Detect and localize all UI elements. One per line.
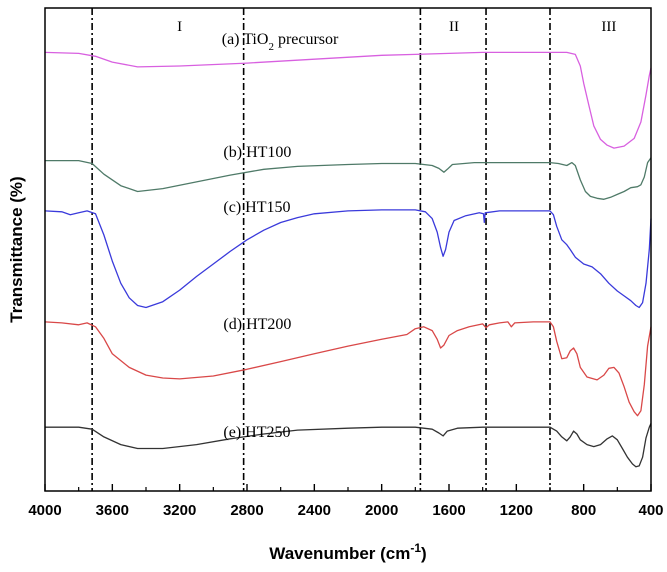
plot-frame [44, 7, 652, 492]
region-label: I [177, 19, 182, 35]
x-axis-ticks: 4000 3600 3200 2800 2400 2000 1600 1200 800 400 [28, 484, 664, 519]
series-lines [44, 51, 652, 468]
x-tick-label: 1600 [432, 502, 465, 519]
series-label-3: (c) HT150 [223, 199, 290, 216]
x-tick-label: 4000 [28, 502, 61, 519]
annotations: I II III(a) TiO2 precursor(b) HT100(c) HT1… [177, 19, 616, 441]
x-axis-title-main: Wavenumber (cm [269, 544, 410, 563]
series-line-4 [44, 321, 652, 417]
series-line-1 [44, 51, 652, 149]
series-label-4: (d) HT200 [223, 316, 291, 333]
series-label-2: (b) HT100 [223, 144, 291, 161]
x-tick-label: 2400 [298, 502, 331, 519]
series-line-5 [45, 423, 652, 468]
region-label: II [449, 19, 459, 35]
x-tick-label: 400 [638, 502, 663, 519]
reference-lines [91, 8, 551, 491]
x-axis-title-sup: -1 [410, 541, 421, 555]
x-tick-label: 3200 [163, 502, 196, 519]
series-line-3 [44, 209, 652, 309]
region-label: III [601, 19, 616, 35]
x-axis-title-end: ) [421, 544, 427, 563]
x-tick-label: 800 [571, 502, 596, 519]
series-label-1: (a) TiO2 precursor [222, 31, 339, 53]
series-line-2 [45, 157, 652, 200]
x-tick-label: 2800 [230, 502, 263, 519]
series-label-5: (e) HT250 [223, 424, 290, 441]
x-tick-label: 3600 [96, 502, 129, 519]
x-axis-title: Wavenumber (cm-1) [269, 541, 426, 563]
x-tick-label: 1200 [500, 502, 533, 519]
y-axis-title: Transmittance (%) [7, 176, 26, 322]
x-tick-label: 2000 [365, 502, 398, 519]
